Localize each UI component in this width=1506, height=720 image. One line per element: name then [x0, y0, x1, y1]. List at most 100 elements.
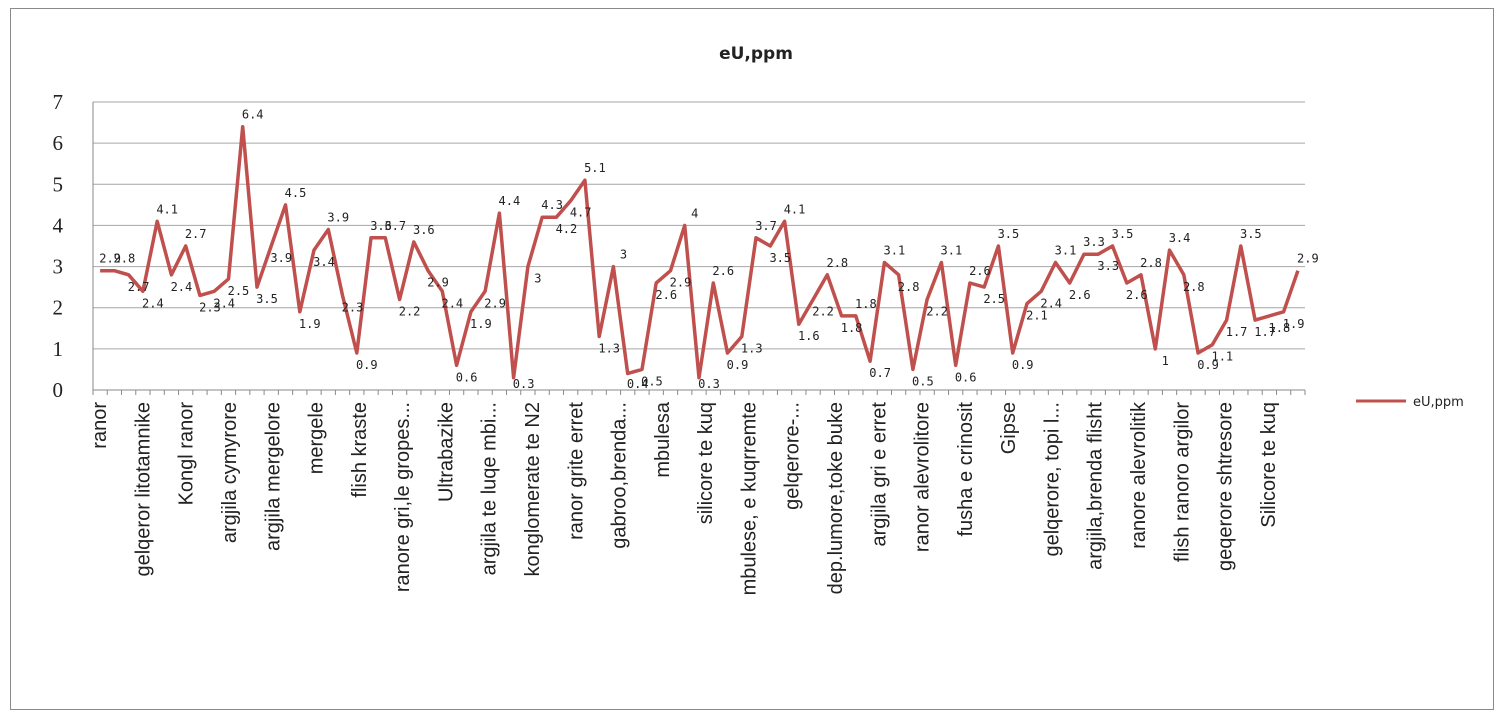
x-tick-label: ranor	[89, 402, 111, 449]
data-label: 3.6	[370, 219, 392, 233]
data-label: 1.3	[598, 342, 620, 356]
data-label: 1	[1162, 354, 1169, 368]
data-label: 3.9	[270, 251, 292, 265]
data-label: 2.6	[1069, 288, 1091, 302]
data-label: 0.9	[727, 358, 749, 372]
data-label: 1.8	[855, 297, 877, 311]
data-label: 4.5	[285, 186, 307, 200]
data-label: 2.1	[1026, 309, 1048, 323]
x-tick-label: dep.lumore,toke buke	[825, 402, 847, 594]
data-label: 1.8	[841, 321, 863, 335]
x-tick-label: Ultrabazike	[435, 402, 457, 502]
x-tick-label: flish ranoro argilor	[1171, 402, 1193, 562]
data-label: 0.3	[698, 377, 720, 391]
legend-entry-eu-ppm: eU,ppm	[1413, 395, 1464, 410]
x-tick-label: gelqerore-...	[782, 402, 804, 510]
data-label: 3.5	[998, 227, 1020, 241]
x-tick-label: silicore te kuq	[695, 402, 717, 524]
x-tick-label: argjila te luqe mbi...	[479, 402, 501, 575]
data-label: 2.6	[1126, 288, 1148, 302]
x-tick-label: argjila gri e erret	[868, 402, 890, 547]
data-label: 4.1	[784, 202, 806, 216]
data-label: 2.4	[213, 296, 235, 310]
data-label: 3.9	[327, 211, 349, 225]
data-label: 1.9	[299, 317, 321, 331]
data-label: 0.4	[627, 377, 649, 391]
x-tick-label: ranore gri,le gropes...	[392, 402, 414, 592]
data-label: 3.7	[384, 219, 406, 233]
data-label: 2.2	[812, 304, 834, 318]
data-label: 2.9	[1297, 252, 1319, 266]
data-label: 2.9	[670, 276, 692, 290]
data-label: 0.6	[955, 370, 977, 384]
data-label: 1.7	[1226, 325, 1248, 339]
x-tick-label: Silicore te kuq	[1258, 402, 1280, 528]
data-label: 2.8	[1183, 280, 1205, 294]
chart-title: eU,ppm	[719, 44, 793, 64]
chart: eU,ppm 0 1 2 3 4 5 6 7 ranor gelqeror litotamnik…	[53, 44, 1464, 595]
data-label: 0.3	[513, 377, 535, 391]
data-label: 2.8	[1140, 256, 1162, 270]
x-tick-label: fusha e crinosit	[955, 402, 977, 537]
data-label: 0.9	[1012, 358, 1034, 372]
x-tick-label: mbulesa	[652, 401, 674, 477]
data-label: 6.4	[242, 108, 264, 122]
y-tick-label: 1	[53, 337, 64, 361]
data-label: 1.3	[741, 342, 763, 356]
data-label: 3.3	[1097, 259, 1119, 273]
data-label: 2.9	[427, 276, 449, 290]
data-label: 4.7	[570, 206, 592, 220]
y-tick-label: 0	[53, 378, 64, 402]
data-label: 4.3	[541, 198, 563, 212]
data-label: 2.4	[142, 296, 164, 310]
y-tick-label: 6	[53, 131, 64, 155]
data-label: 2.2	[399, 304, 421, 318]
data-label: 2.4	[1040, 296, 1062, 310]
data-label: 0.5	[912, 374, 934, 388]
data-label: 3.1	[1055, 243, 1077, 257]
x-tick-label: ranor grite erret	[565, 402, 587, 540]
y-tick-label: 3	[53, 255, 64, 279]
x-tick-label: gelqeror litotamnike	[132, 402, 154, 577]
data-label: 2.8	[898, 280, 920, 294]
data-label: 3.4	[1169, 231, 1191, 245]
data-label: 4.1	[156, 202, 178, 216]
data-label: 3.1	[941, 243, 963, 257]
data-label: 2.5	[983, 292, 1005, 306]
data-label: 3	[620, 248, 627, 262]
x-tick-label: Kongl ranor	[176, 402, 198, 506]
x-tick-label: mergele	[306, 402, 328, 474]
x-tick-label: ranore alevrolitik	[1128, 401, 1150, 549]
data-label: 3.5	[1112, 227, 1134, 241]
data-label: 2.8	[114, 252, 136, 266]
data-label: 2.3	[342, 300, 364, 314]
x-tick-label: flish kraste	[349, 402, 371, 498]
x-tick-label: argjila mergelore	[262, 402, 284, 551]
data-label: 1.7	[1254, 325, 1276, 339]
data-label: 2.9	[484, 296, 506, 310]
data-label: 3.6	[413, 223, 435, 237]
chart-frame: eU,ppm 0 1 2 3 4 5 6 7 ranor gelqeror litotamnik…	[10, 8, 1494, 710]
x-tick-label: Gipse	[998, 402, 1020, 454]
x-tick-label: geqerore shtresore	[1215, 402, 1237, 571]
series-line-eu-ppm	[100, 124, 1300, 380]
data-label: 2.2	[926, 304, 948, 318]
data-label: 0.9	[356, 358, 378, 372]
x-tick-label: argjila cymyrore	[219, 402, 241, 543]
data-label: 2.4	[441, 296, 463, 310]
data-label: 1.8	[1269, 321, 1291, 335]
data-label: 5.1	[584, 161, 606, 175]
data-label: 3.5	[1240, 227, 1262, 241]
data-label: 4	[691, 206, 698, 220]
data-label: 3.5	[769, 251, 791, 265]
data-label: 2.7	[128, 280, 150, 294]
x-tick-label: argjila,brenda flisht	[1085, 402, 1107, 570]
data-label: 2.4	[171, 280, 193, 294]
x-tick-label: mbulese, e kuqrremte	[738, 402, 760, 595]
data-label: 2.6	[655, 288, 677, 302]
data-label: 1.9	[470, 317, 492, 331]
data-label: 2.8	[826, 256, 848, 270]
data-label: 1.1	[1211, 350, 1233, 364]
data-label: 1.6	[798, 329, 820, 343]
x-tick-label: konglomerate te N2	[522, 402, 544, 577]
